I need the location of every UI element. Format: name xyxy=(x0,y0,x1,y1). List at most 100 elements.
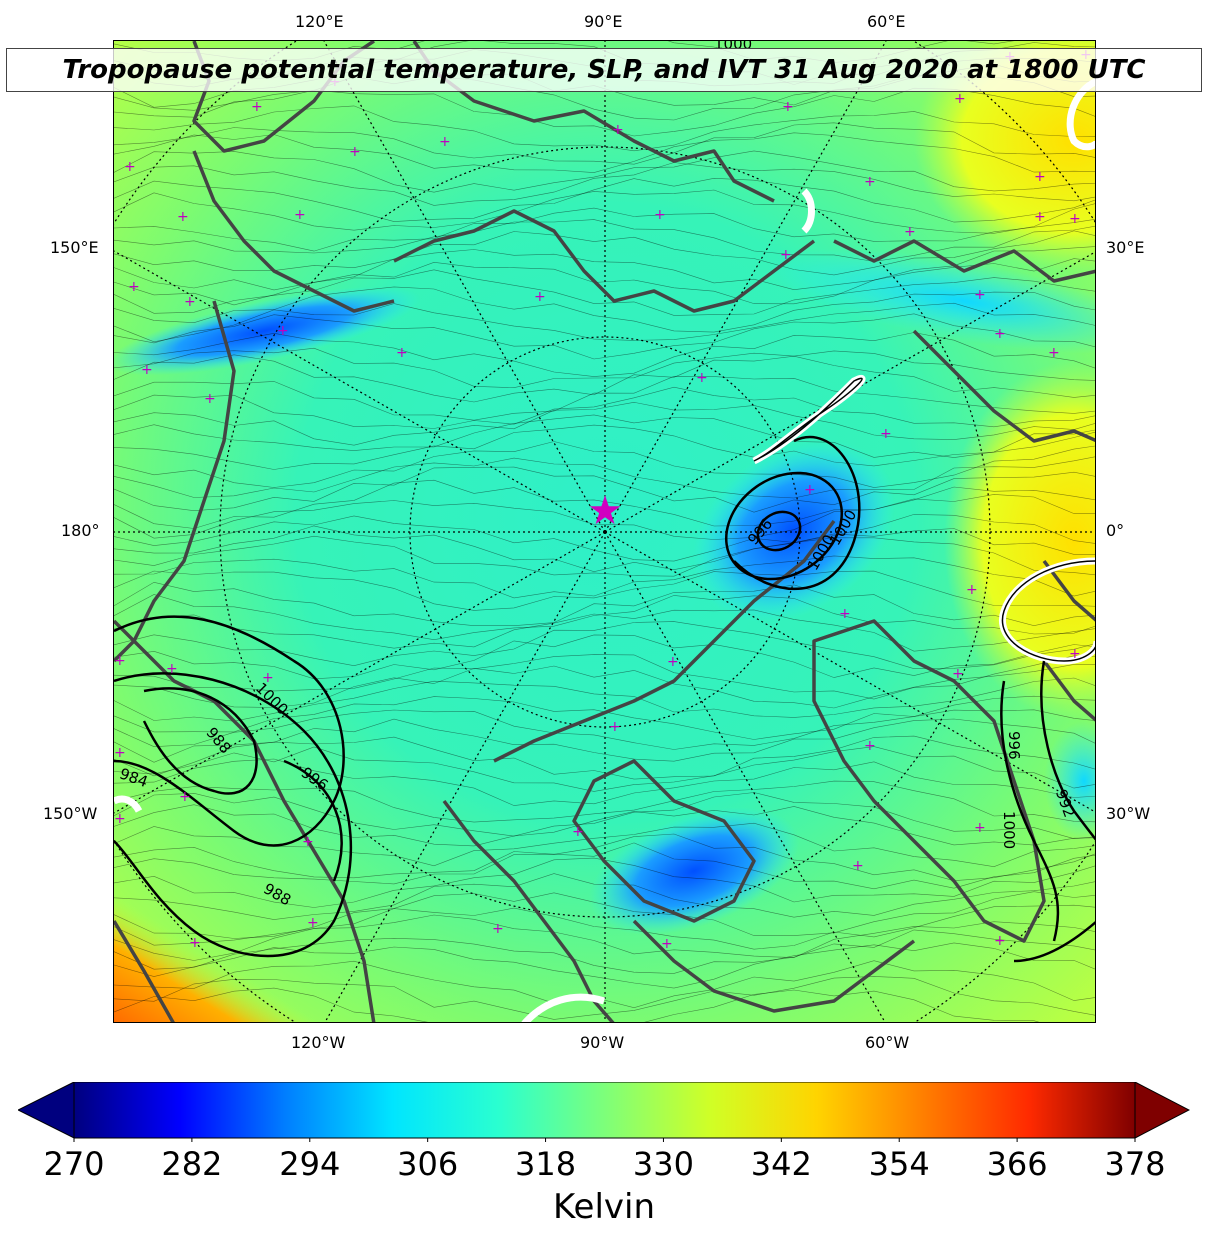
map-title: Tropopause potential temperature, SLP, a… xyxy=(6,48,1202,92)
colorbar-tick-label: 366 xyxy=(986,1145,1048,1183)
theta-contour-line xyxy=(114,822,1095,868)
theta-contour-line xyxy=(114,354,1095,403)
theta-contour-line xyxy=(114,177,1095,223)
svg-text:+: + xyxy=(994,933,1006,949)
theta-contour-line xyxy=(114,929,1095,974)
theta-contour-line xyxy=(114,581,1095,627)
theta-contour-line xyxy=(114,914,1095,961)
slp-contours xyxy=(114,435,1095,963)
theta-contour-line xyxy=(114,375,1095,421)
svg-text:+: + xyxy=(128,279,140,295)
station-markers: ++ + ++ + ++ + + ++ + ++ + ++ + ++ + ++ + ++ + ++ … xyxy=(114,47,1092,952)
svg-text:+: + xyxy=(612,122,624,138)
theta-contour-line xyxy=(114,258,1095,306)
svg-text:+: + xyxy=(439,134,451,150)
svg-text:+: + xyxy=(994,326,1006,342)
theta-contour-line xyxy=(114,286,1095,333)
low-theta-region-south xyxy=(588,807,800,935)
svg-text:+: + xyxy=(974,287,986,303)
map-canvas: 996 1000 1000 1000 988 984 996 988 996 9… xyxy=(114,41,1095,1022)
theta-contour-line xyxy=(114,663,1095,709)
svg-text:+: + xyxy=(124,159,136,175)
theta-contour-line xyxy=(114,514,1095,562)
theta-contour-line xyxy=(114,269,1095,316)
theta-contour-line xyxy=(114,302,1095,343)
svg-text:+: + xyxy=(839,606,851,622)
svg-text:+: + xyxy=(141,362,153,378)
svg-text:+: + xyxy=(294,207,306,223)
theta-contour-line xyxy=(114,313,1095,360)
slp-label: 1000 xyxy=(1000,811,1018,849)
svg-text:+: + xyxy=(114,653,126,669)
svg-text:+: + xyxy=(904,224,916,240)
theta-contour-line xyxy=(114,105,1095,152)
colorbar-gradient xyxy=(73,1081,1136,1139)
theta-contour-line xyxy=(114,466,1095,513)
theta-contour-line xyxy=(114,441,1095,488)
theta-contour-line xyxy=(114,535,1095,577)
theta-contour-line xyxy=(114,709,1095,750)
theta-contour-line xyxy=(114,987,1040,1022)
theta-contour-line xyxy=(114,332,1095,377)
lon-label-top: 120°E xyxy=(295,12,344,31)
svg-text:+: + xyxy=(782,99,794,115)
theta-contour-line xyxy=(114,525,1095,573)
lon-label-left: 150°E xyxy=(50,238,99,257)
svg-text:+: + xyxy=(204,391,216,407)
theta-contour-line xyxy=(114,479,1095,529)
theta-contour-line xyxy=(114,634,1095,680)
theta-contour-line xyxy=(114,735,1095,780)
svg-text:+: + xyxy=(572,824,584,840)
theta-contour-line xyxy=(114,401,1095,446)
svg-text:+: + xyxy=(307,915,319,931)
svg-text:+: + xyxy=(184,294,196,310)
svg-text:+: + xyxy=(534,289,546,305)
svg-text:+: + xyxy=(251,99,263,115)
colorbar-min-extend xyxy=(16,1081,75,1139)
colorbar-tick-label: 270 xyxy=(43,1145,105,1183)
svg-text:+: + xyxy=(1048,345,1060,361)
theta-contour-line xyxy=(114,804,1095,847)
colorbar xyxy=(16,1081,1191,1142)
colorbar-tick-label: 330 xyxy=(632,1145,694,1183)
low-theta-region-east xyxy=(692,440,896,622)
svg-text:+: + xyxy=(179,789,191,805)
theta-contours xyxy=(114,41,1095,1022)
cyan-band-ne xyxy=(766,248,1095,354)
theta-contour-line xyxy=(114,792,1095,840)
svg-text:+: + xyxy=(396,345,408,361)
svg-text:+: + xyxy=(780,247,792,263)
theta-contour-line xyxy=(114,873,1095,920)
lon-label-bottom: 60°W xyxy=(865,1033,910,1052)
colorbar-unit-label: Kelvin xyxy=(552,1187,656,1227)
theta-contour-line xyxy=(114,891,1095,939)
svg-text:+: + xyxy=(864,174,876,190)
theta-contour-line xyxy=(114,842,1095,890)
theta-contour-line xyxy=(114,942,1095,989)
svg-text:+: + xyxy=(492,921,504,937)
svg-text:+: + xyxy=(661,936,673,952)
theta-contour-line xyxy=(114,246,1095,291)
pole-star-icon: ★ xyxy=(587,488,623,534)
colorbar-bar xyxy=(16,1081,1191,1142)
theta-contour-line xyxy=(114,189,1095,234)
svg-text:+: + xyxy=(277,323,289,339)
svg-text:+: + xyxy=(966,582,978,598)
lon-label-right: 30°W xyxy=(1106,804,1151,823)
svg-text:+: + xyxy=(952,666,964,682)
lon-label-right: 30°E xyxy=(1106,238,1145,257)
theta-contour-line xyxy=(114,132,1095,173)
colorbar-tick-label: 282 xyxy=(161,1145,223,1183)
svg-text:+: + xyxy=(114,745,126,761)
theta-contour-line xyxy=(114,494,1095,540)
graticule xyxy=(114,41,1095,1022)
theta-contour-line xyxy=(114,718,1095,763)
svg-text:+: + xyxy=(654,207,666,223)
theta-contour-line xyxy=(114,555,1095,599)
svg-text:+: + xyxy=(864,738,876,754)
lon-label-left: 180° xyxy=(61,521,100,540)
svg-text:+: + xyxy=(262,670,274,686)
colorbar-tickmarks xyxy=(73,1138,1136,1142)
svg-text:+: + xyxy=(696,370,708,386)
colorbar-tick-label: 378 xyxy=(1104,1145,1166,1183)
